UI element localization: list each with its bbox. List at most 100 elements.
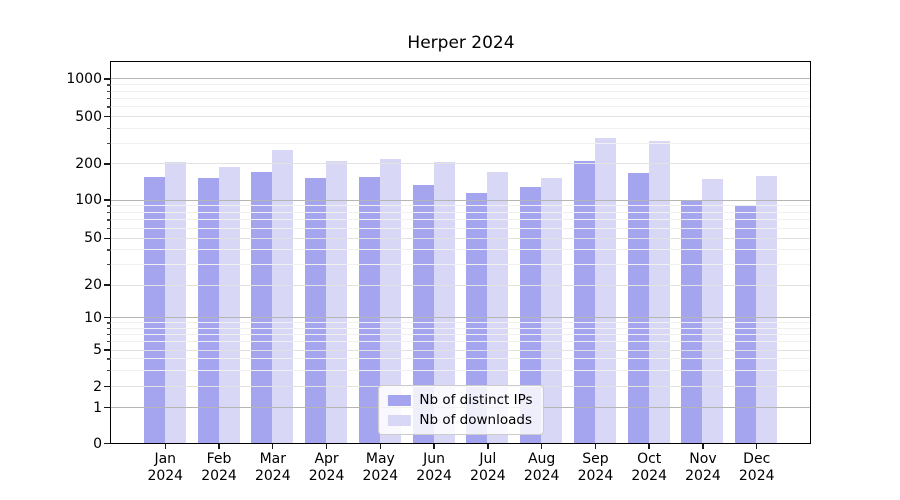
gridline-major (111, 78, 810, 80)
x-tick-mark (540, 443, 543, 449)
y-tick-label: 500 (75, 108, 102, 125)
bar-downloads (487, 171, 509, 443)
x-tick-year: 2024 (685, 467, 721, 484)
x-tick-month: Jun (423, 451, 446, 467)
x-tick-label: Oct 2024 (604, 451, 694, 484)
y-tick-mark (103, 163, 111, 165)
chart-title: Herper 2024 (407, 33, 515, 53)
bar-downloads (433, 161, 455, 443)
y-tick-mark (103, 199, 111, 201)
gridline-minor (111, 249, 810, 251)
legend-swatch-distinct-ips (387, 394, 411, 406)
bar-downloads (756, 175, 778, 443)
y-tick-label: 5 (93, 342, 102, 358)
gridline-minor (111, 84, 810, 86)
gridline-minor (111, 322, 810, 324)
y-tick-mark (103, 317, 111, 319)
x-tick-month: Feb (206, 451, 232, 467)
gridline-mid (111, 349, 810, 351)
y-minor-tick-mark (106, 227, 111, 230)
y-tick-label: 200 (75, 155, 102, 172)
gridline-minor (111, 263, 810, 265)
x-tick-mark (379, 443, 382, 449)
bar-distinct-ips (251, 172, 273, 443)
y-minor-tick-mark (106, 341, 111, 343)
x-tick-year: 2024 (147, 467, 184, 484)
x-tick-year: 2024 (308, 467, 345, 484)
x-tick-month: Apr (314, 451, 339, 467)
y-tick-label: 20 (84, 277, 102, 293)
x-tick-mark (756, 443, 758, 449)
x-tick-year: 2024 (577, 467, 614, 484)
y-minor-tick-mark (106, 327, 111, 330)
y-tick-mark (103, 237, 111, 239)
bar-distinct-ips (143, 177, 165, 443)
y-tick-label: 100 (75, 192, 102, 208)
gridline-mid (111, 284, 810, 286)
y-tick-label: 2 (93, 378, 102, 395)
bar-downloads (648, 140, 670, 443)
y-tick-label: 1000 (66, 70, 102, 87)
y-minor-tick-mark (106, 106, 111, 108)
bar-downloads (541, 177, 563, 443)
y-minor-tick-mark (106, 358, 111, 360)
gridline-mid (111, 163, 810, 165)
x-tick-year: 2024 (523, 467, 560, 484)
x-tick-label: Nov 2024 (658, 451, 748, 484)
gridline-major (111, 199, 810, 201)
x-tick-mark (433, 443, 435, 449)
y-tick-label: 50 (84, 230, 102, 247)
y-minor-tick-mark (106, 90, 111, 93)
y-tick-label: 0 (93, 435, 102, 452)
gridline-minor (111, 358, 810, 360)
y-minor-tick-mark (106, 369, 111, 372)
y-minor-tick-mark (106, 84, 111, 86)
y-tick-mark (103, 78, 111, 80)
y-minor-tick-mark (106, 205, 111, 207)
x-tick-label: Sep 2024 (550, 451, 640, 484)
gridline-minor (111, 369, 810, 371)
y-minor-tick-mark (106, 97, 111, 100)
x-tick-label: Apr 2024 (282, 451, 372, 484)
x-tick-month: Nov (689, 451, 717, 467)
legend: Nb of distinct IPs Nb of downloads (377, 385, 544, 435)
bar-downloads (594, 138, 616, 443)
bar-distinct-ips (305, 178, 327, 443)
bar-distinct-ips (197, 178, 219, 443)
x-tick-year: 2024 (416, 467, 452, 484)
y-tick-mark (103, 406, 111, 409)
legend-item-distinct-ips: Nb of distinct IPs (387, 392, 533, 408)
x-tick-mark (594, 443, 597, 449)
gridline-major (111, 317, 810, 319)
x-tick-label: Aug 2024 (497, 451, 587, 484)
bar-downloads (272, 150, 294, 443)
bar-downloads (218, 166, 240, 443)
x-tick-label: Mar 2024 (228, 451, 318, 484)
x-tick-month: Aug (527, 451, 556, 467)
x-tick-mark (487, 443, 489, 449)
x-tick-year: 2024 (470, 467, 506, 484)
x-tick-mark (702, 443, 704, 449)
x-tick-month: Jan (154, 451, 177, 467)
y-minor-tick-mark (106, 333, 111, 336)
legend-label-downloads: Nb of downloads (419, 412, 532, 428)
x-tick-mark (164, 443, 166, 449)
gridline-minor (111, 205, 810, 207)
x-tick-year: 2024 (201, 467, 237, 484)
bar-downloads (164, 161, 186, 443)
x-tick-month: Dec (743, 451, 771, 467)
legend-label-distinct-ips: Nb of distinct IPs (419, 392, 533, 408)
gridline-mid (111, 116, 810, 118)
gridline-minor (111, 219, 810, 221)
x-tick-label: Jul 2024 (443, 451, 533, 484)
gridline-minor (111, 341, 810, 343)
y-minor-tick-mark (106, 249, 111, 251)
y-minor-tick-mark (106, 211, 111, 214)
bar-distinct-ips (573, 161, 595, 443)
x-tick-month: Oct (637, 451, 662, 467)
bar-distinct-ips (627, 173, 649, 443)
bar-downloads (379, 158, 401, 443)
y-tick-mark (103, 116, 111, 118)
gridline-minor (111, 106, 810, 108)
